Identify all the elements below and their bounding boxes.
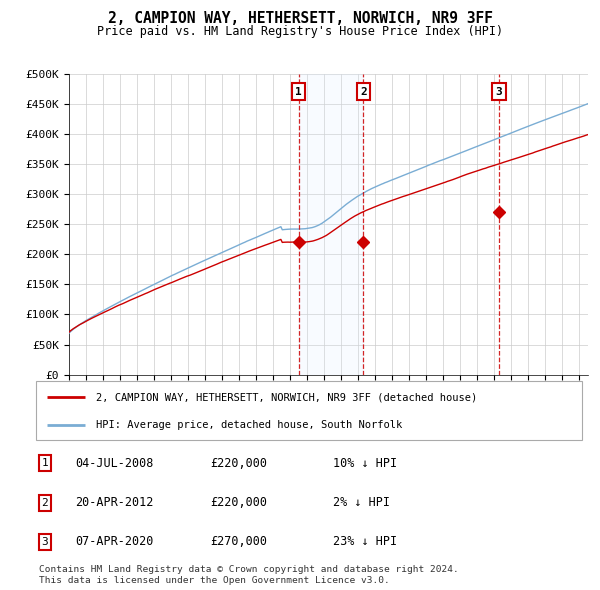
Text: 2, CAMPION WAY, HETHERSETT, NORWICH, NR9 3FF (detached house): 2, CAMPION WAY, HETHERSETT, NORWICH, NR9… <box>96 392 478 402</box>
Text: 20-APR-2012: 20-APR-2012 <box>75 496 154 509</box>
Text: 23% ↓ HPI: 23% ↓ HPI <box>333 535 397 548</box>
Text: 3: 3 <box>41 537 49 546</box>
Text: HPI: Average price, detached house, South Norfolk: HPI: Average price, detached house, Sout… <box>96 420 403 430</box>
Text: 10% ↓ HPI: 10% ↓ HPI <box>333 457 397 470</box>
FancyBboxPatch shape <box>36 381 582 440</box>
Text: 2, CAMPION WAY, HETHERSETT, NORWICH, NR9 3FF: 2, CAMPION WAY, HETHERSETT, NORWICH, NR9… <box>107 11 493 25</box>
Text: 2: 2 <box>360 87 367 97</box>
Text: 2% ↓ HPI: 2% ↓ HPI <box>333 496 390 509</box>
Text: 1: 1 <box>41 458 49 468</box>
Text: 3: 3 <box>496 87 502 97</box>
Text: 04-JUL-2008: 04-JUL-2008 <box>75 457 154 470</box>
Text: £270,000: £270,000 <box>210 535 267 548</box>
Text: This data is licensed under the Open Government Licence v3.0.: This data is licensed under the Open Gov… <box>39 576 390 585</box>
Text: 1: 1 <box>295 87 302 97</box>
Text: Price paid vs. HM Land Registry's House Price Index (HPI): Price paid vs. HM Land Registry's House … <box>97 25 503 38</box>
Text: £220,000: £220,000 <box>210 496 267 509</box>
Text: 2: 2 <box>41 498 49 507</box>
Text: Contains HM Land Registry data © Crown copyright and database right 2024.: Contains HM Land Registry data © Crown c… <box>39 565 459 574</box>
Text: £220,000: £220,000 <box>210 457 267 470</box>
Text: 07-APR-2020: 07-APR-2020 <box>75 535 154 548</box>
Bar <box>299 74 364 375</box>
